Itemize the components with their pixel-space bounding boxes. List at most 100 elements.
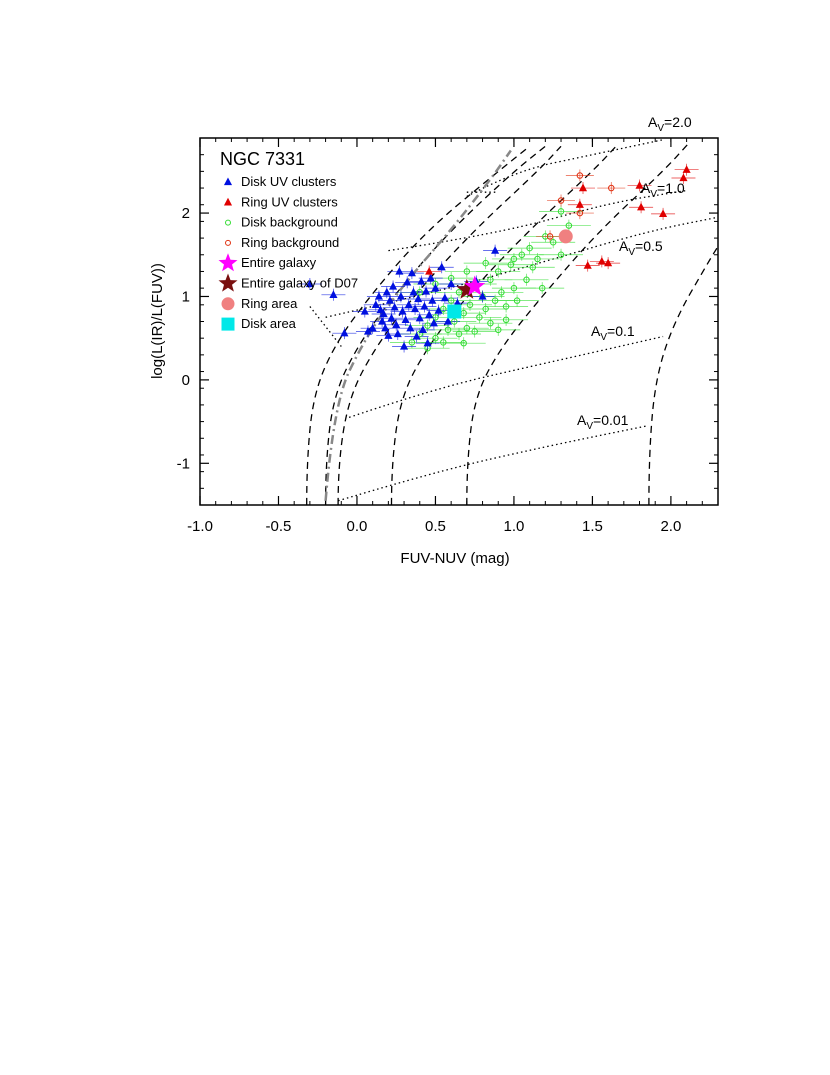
- disk-uv-clusters-point-4: [374, 291, 383, 300]
- disk-background-point-17: [491, 297, 499, 304]
- disk-background-point-27: [529, 264, 537, 271]
- av-label-3: AV=0.1: [591, 323, 635, 343]
- disk-area-point-0: [447, 304, 462, 319]
- disk-background-point-11: [466, 301, 474, 309]
- disk-uv-clusters-point-52: [329, 290, 338, 298]
- disk-uv-clusters-point-49: [478, 291, 487, 300]
- legend-label-disk-uv-clusters: Disk UV clusters: [241, 174, 337, 189]
- disk-background-point-23: [513, 297, 521, 304]
- x-axis-label: FUV-NUV (mag): [400, 550, 509, 567]
- ring-background-point-0: [576, 172, 584, 179]
- disk-uv-clusters-point-19: [398, 306, 407, 315]
- disk-background-point-13: [476, 314, 483, 321]
- disk-uv-clusters-point-7: [379, 309, 388, 318]
- disk-uv-clusters-point-42: [437, 262, 446, 271]
- legend-label-disk-background: Disk background: [241, 215, 338, 230]
- disk-background-point-5: [444, 326, 452, 334]
- disk-background-point-30: [549, 239, 557, 246]
- disk-background-point-29: [542, 233, 549, 240]
- disk-background-point-34: [455, 330, 463, 338]
- disk-background-point-35: [471, 328, 478, 335]
- legend-label-ring-background: Ring background: [241, 235, 339, 250]
- disk-uv-clusters-point-8: [381, 323, 390, 332]
- legend-marker-ring-background: [225, 239, 231, 246]
- x-tick-label-6: 2.0: [660, 518, 681, 535]
- x-tick-label-4: 1.0: [504, 518, 525, 535]
- disk-uv-clusters-point-28: [412, 332, 421, 340]
- ring-uv-clusters-point-9: [682, 165, 691, 173]
- disk-uv-clusters-point-3: [371, 300, 380, 308]
- disk-uv-clusters-point-50: [491, 246, 500, 254]
- disk-background-point-37: [502, 316, 510, 324]
- legend-label-disk-area: Disk area: [241, 316, 297, 331]
- disk-uv-clusters-point-21: [401, 315, 410, 323]
- disk-uv-clusters-point-46: [453, 298, 462, 307]
- legend-label-entire-galaxy: Entire galaxy: [241, 255, 317, 270]
- disk-uv-clusters-point-34: [421, 286, 431, 295]
- disk-uv-clusters-point-24: [406, 323, 415, 332]
- disk-background-point-28: [534, 255, 541, 263]
- disk-uv-clusters-point-15: [392, 320, 401, 328]
- disk-background-point-25: [523, 276, 530, 284]
- disk-background-point-45: [557, 251, 565, 259]
- disk-background-point-47: [460, 339, 467, 347]
- disk-uv-clusters-point-31: [417, 276, 426, 285]
- legend-marker-disk-area: [221, 317, 235, 331]
- ring-background-point-1: [557, 197, 565, 204]
- dotted-av-line-1: [348, 335, 664, 419]
- disk-uv-clusters-point-32: [418, 325, 427, 333]
- ring-uv-clusters-point-10: [425, 266, 434, 275]
- av-annotations: AV=2.0 AV=1.0 AV=0.5 AV=0.1 AV=0.01: [577, 114, 692, 432]
- disk-uv-clusters-point-13: [389, 281, 398, 290]
- disk-background-point-26: [526, 244, 533, 252]
- disk-uv-clusters-point-39: [429, 318, 438, 327]
- disk-background-point-38: [408, 339, 416, 346]
- av-label-4: AV=0.01: [577, 412, 629, 432]
- ring-uv-clusters-point-6: [637, 202, 646, 211]
- disk-background-point-16: [487, 276, 494, 284]
- disk-background-point-19: [498, 289, 505, 296]
- data-points: [305, 165, 691, 352]
- ring-uv-clusters-point-0: [575, 200, 584, 208]
- x-tick-label-0: -1.0: [187, 518, 213, 535]
- disk-uv-clusters-point-23: [404, 300, 413, 308]
- y-tick-label-3: 2: [182, 205, 190, 222]
- dashed-track-4: [466, 141, 691, 505]
- disk-background-point-10: [463, 324, 471, 332]
- disk-background-point-49: [482, 259, 489, 267]
- disk-uv-clusters-point-30: [415, 313, 424, 322]
- av-label-0: AV=2.0: [648, 114, 692, 134]
- disk-uv-clusters-point-2: [368, 323, 377, 332]
- disk-uv-clusters-point-1: [363, 327, 373, 335]
- disk-background-point-46: [494, 326, 502, 334]
- disk-background-point-32: [565, 222, 573, 229]
- disk-background-point-3: [432, 334, 439, 342]
- disk-uv-clusters-point-11: [385, 296, 394, 304]
- disk-uv-clusters-point-10: [384, 331, 393, 339]
- dotted-av-line-3: [388, 189, 687, 252]
- legend-marker-ring-uv-clusters: [223, 197, 233, 206]
- ring-uv-clusters-point-8: [679, 173, 688, 182]
- disk-uv-clusters-point-43: [440, 293, 449, 302]
- disk-uv-clusters-point-22: [403, 277, 412, 286]
- y-tick-label-2: 1: [182, 288, 190, 305]
- legend-label-ring-area: Ring area: [241, 296, 298, 311]
- x-tick-label-5: 1.5: [582, 518, 603, 535]
- disk-background-point-48: [538, 284, 546, 292]
- legend-title: NGC 7331: [220, 149, 305, 169]
- legend-marker-ring-area: [221, 297, 235, 311]
- disk-uv-clusters-point-20: [400, 342, 409, 350]
- disk-background-point-31: [557, 208, 565, 215]
- x-tick-label-3: 0.5: [425, 518, 446, 535]
- legend-marker-entire-galaxy: [218, 253, 238, 272]
- ring-uv-clusters-point-3: [597, 256, 606, 265]
- ring-area-point-0: [558, 229, 573, 244]
- disk-uv-clusters-point-36: [425, 310, 434, 318]
- disk-background-point-18: [494, 268, 502, 275]
- disk-uv-clusters-point-29: [414, 294, 423, 303]
- disk-background-point-4: [440, 305, 447, 313]
- disk-background-point-40: [510, 255, 518, 263]
- disk-uv-clusters-point-35: [423, 338, 432, 347]
- disk-uv-clusters-point-44: [443, 317, 453, 325]
- y-tick-label-0: -1: [177, 455, 190, 472]
